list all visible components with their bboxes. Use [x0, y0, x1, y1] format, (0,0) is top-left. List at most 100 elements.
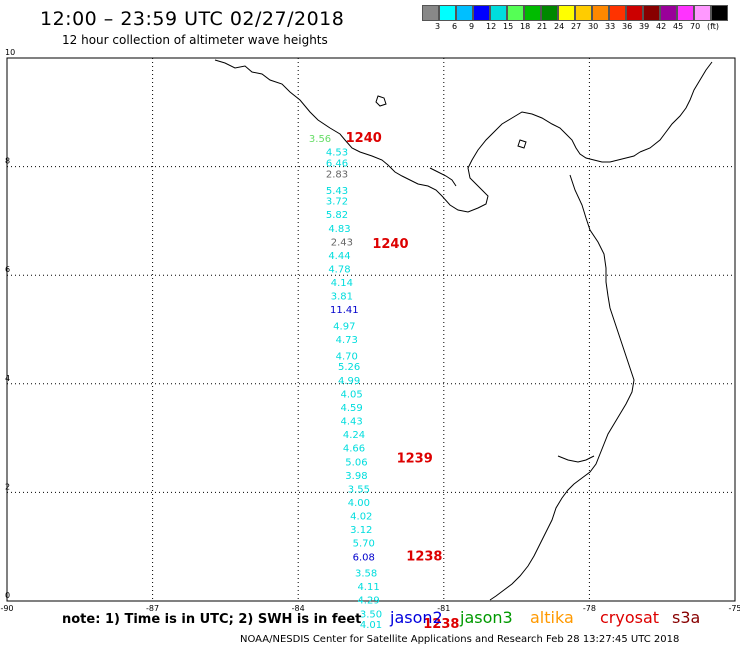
color-scale-label: 42: [656, 22, 667, 31]
wave-height-value: 3.58: [355, 569, 377, 580]
wave-height-value: 4.70: [336, 351, 358, 362]
wave-height-value: 6.46: [326, 159, 348, 170]
color-scale-label: 45: [673, 22, 684, 31]
wave-height-value: 4.83: [328, 224, 350, 235]
color-swatch: [626, 5, 643, 21]
color-swatch: [473, 5, 490, 21]
longitude-tick-label: -78: [583, 604, 596, 613]
latitude-tick-label: 10: [5, 48, 15, 57]
map-title: 12:00 – 23:59 UTC 02/27/2018: [40, 8, 345, 30]
wave-height-value: 4.02: [350, 512, 372, 523]
wave-observations: 3.56 4.536.462.83 5.433.72 5.82 4.83 2.43 4.44…: [309, 134, 382, 631]
color-swatch: [677, 5, 694, 21]
satellite-altika: altika: [530, 608, 574, 627]
wave-height-value: 3.50: [360, 609, 382, 620]
color-scale-label: 27: [571, 22, 582, 31]
wave-height-value: 5.70: [353, 539, 375, 550]
color-scale-label: (ft): [707, 22, 720, 31]
units-note: note: 1) Time is in UTC; 2) SWH is in fe…: [62, 612, 362, 627]
longitude-tick-label: -81: [437, 604, 450, 613]
color-swatch: [558, 5, 575, 21]
wave-height-value: 5.82: [326, 210, 348, 221]
wave-height-value: 2.83: [326, 169, 348, 180]
axis-tick-labels: -90 -87 -84 -81 -78 -75 0 2 4 6 8 10: [0, 48, 740, 613]
color-scale-label: 12: [486, 22, 497, 31]
latitude-tick-label: 4: [5, 374, 10, 383]
wave-height-value: 4.97: [333, 322, 355, 333]
coastline: [214, 59, 713, 601]
color-scale-label: 9: [469, 22, 475, 31]
color-scale-labels: 3 6 9 12 15 18 21 24 27 30 33 36 39 42 45 70 (ft): [422, 22, 740, 34]
wave-height-value: 4.24: [343, 430, 365, 441]
color-scale-label: 33: [605, 22, 616, 31]
wave-height-value: 3.98: [345, 471, 367, 482]
wave-height-value: 3.55: [348, 484, 370, 495]
color-scale-label: 3: [435, 22, 441, 31]
wave-height-value: 3.81: [331, 292, 353, 303]
color-swatch: [490, 5, 507, 21]
time-labels: 1240 1240 1239 1238 1238: [346, 131, 460, 632]
longitude-tick-label: -90: [0, 604, 13, 613]
gulf-of-panama-coastline: [429, 167, 457, 187]
pass-time-label: 1238: [423, 617, 459, 632]
pearl-islands: [517, 139, 527, 149]
color-swatch: [422, 5, 439, 21]
wave-height-value: 4.00: [348, 498, 370, 509]
color-swatch: [660, 5, 677, 21]
color-scale-label: 30: [588, 22, 599, 31]
color-swatch: [507, 5, 524, 21]
wave-height-value: 5.26: [338, 362, 360, 373]
pass-time-label: 1239: [397, 452, 433, 467]
wave-height-value: 4.53: [326, 148, 348, 159]
color-swatch: [456, 5, 473, 21]
color-scale-label: 18: [520, 22, 531, 31]
wave-height-value: 11.41: [330, 305, 359, 316]
wave-height-value: 4.59: [340, 403, 362, 414]
wave-height-value: 4.05: [340, 389, 362, 400]
latitude-tick-label: 0: [5, 591, 10, 600]
color-swatch: [643, 5, 660, 21]
color-swatch: [524, 5, 541, 21]
wave-height-value: 4.11: [357, 582, 379, 593]
wave-height-value: 4.14: [331, 278, 353, 289]
satellite-cryosat: cryosat: [600, 608, 660, 627]
color-scale-bar: [422, 5, 728, 21]
wave-height-value: 3.72: [326, 197, 348, 208]
color-scale-label: 21: [537, 22, 548, 31]
color-scale-label: 24: [554, 22, 565, 31]
gulf-of-guayaquil-coastline: [557, 455, 595, 463]
satellite-s3a: s3a: [672, 608, 701, 627]
wave-height-value: 4.66: [343, 444, 365, 455]
wave-height-value: 6.08: [353, 552, 375, 563]
wave-height-value: 3.56: [309, 134, 331, 145]
south-america-coastline: [489, 61, 713, 601]
color-swatch: [711, 5, 728, 21]
pass-time-label: 1240: [372, 237, 408, 252]
wave-height-value: 5.43: [326, 186, 348, 197]
color-scale-label: 70: [690, 22, 701, 31]
color-swatch: [592, 5, 609, 21]
latitude-tick-label: 8: [5, 157, 10, 166]
wave-height-value: 4.43: [340, 417, 362, 428]
wave-height-value: 3.12: [350, 525, 372, 536]
color-scale-label: 6: [452, 22, 458, 31]
latitude-tick-label: 2: [5, 482, 10, 491]
wave-height-value: 4.99: [338, 376, 360, 387]
color-swatch: [439, 5, 456, 21]
longitude-tick-label: -87: [146, 604, 159, 613]
color-scale-label: 39: [639, 22, 650, 31]
satellite-jason3: jason3: [460, 608, 513, 627]
wave-height-value: 4.73: [336, 335, 358, 346]
credit-footer: NOAA/NESDIS Center for Satellite Applica…: [240, 634, 680, 645]
color-scale-label: 36: [622, 22, 633, 31]
map-subtitle: 12 hour collection of altimeter wave hei…: [62, 33, 328, 47]
wave-height-value: 5.06: [345, 457, 367, 468]
wave-height-value: 4.44: [328, 251, 350, 262]
wave-height-value: 4.29: [357, 596, 379, 607]
lat-lon-grid: [6, 57, 736, 602]
color-swatch: [575, 5, 592, 21]
satellite-jason2: jason2: [390, 608, 443, 627]
longitude-tick-label: -84: [292, 604, 305, 613]
pass-time-label: 1240: [346, 131, 382, 146]
